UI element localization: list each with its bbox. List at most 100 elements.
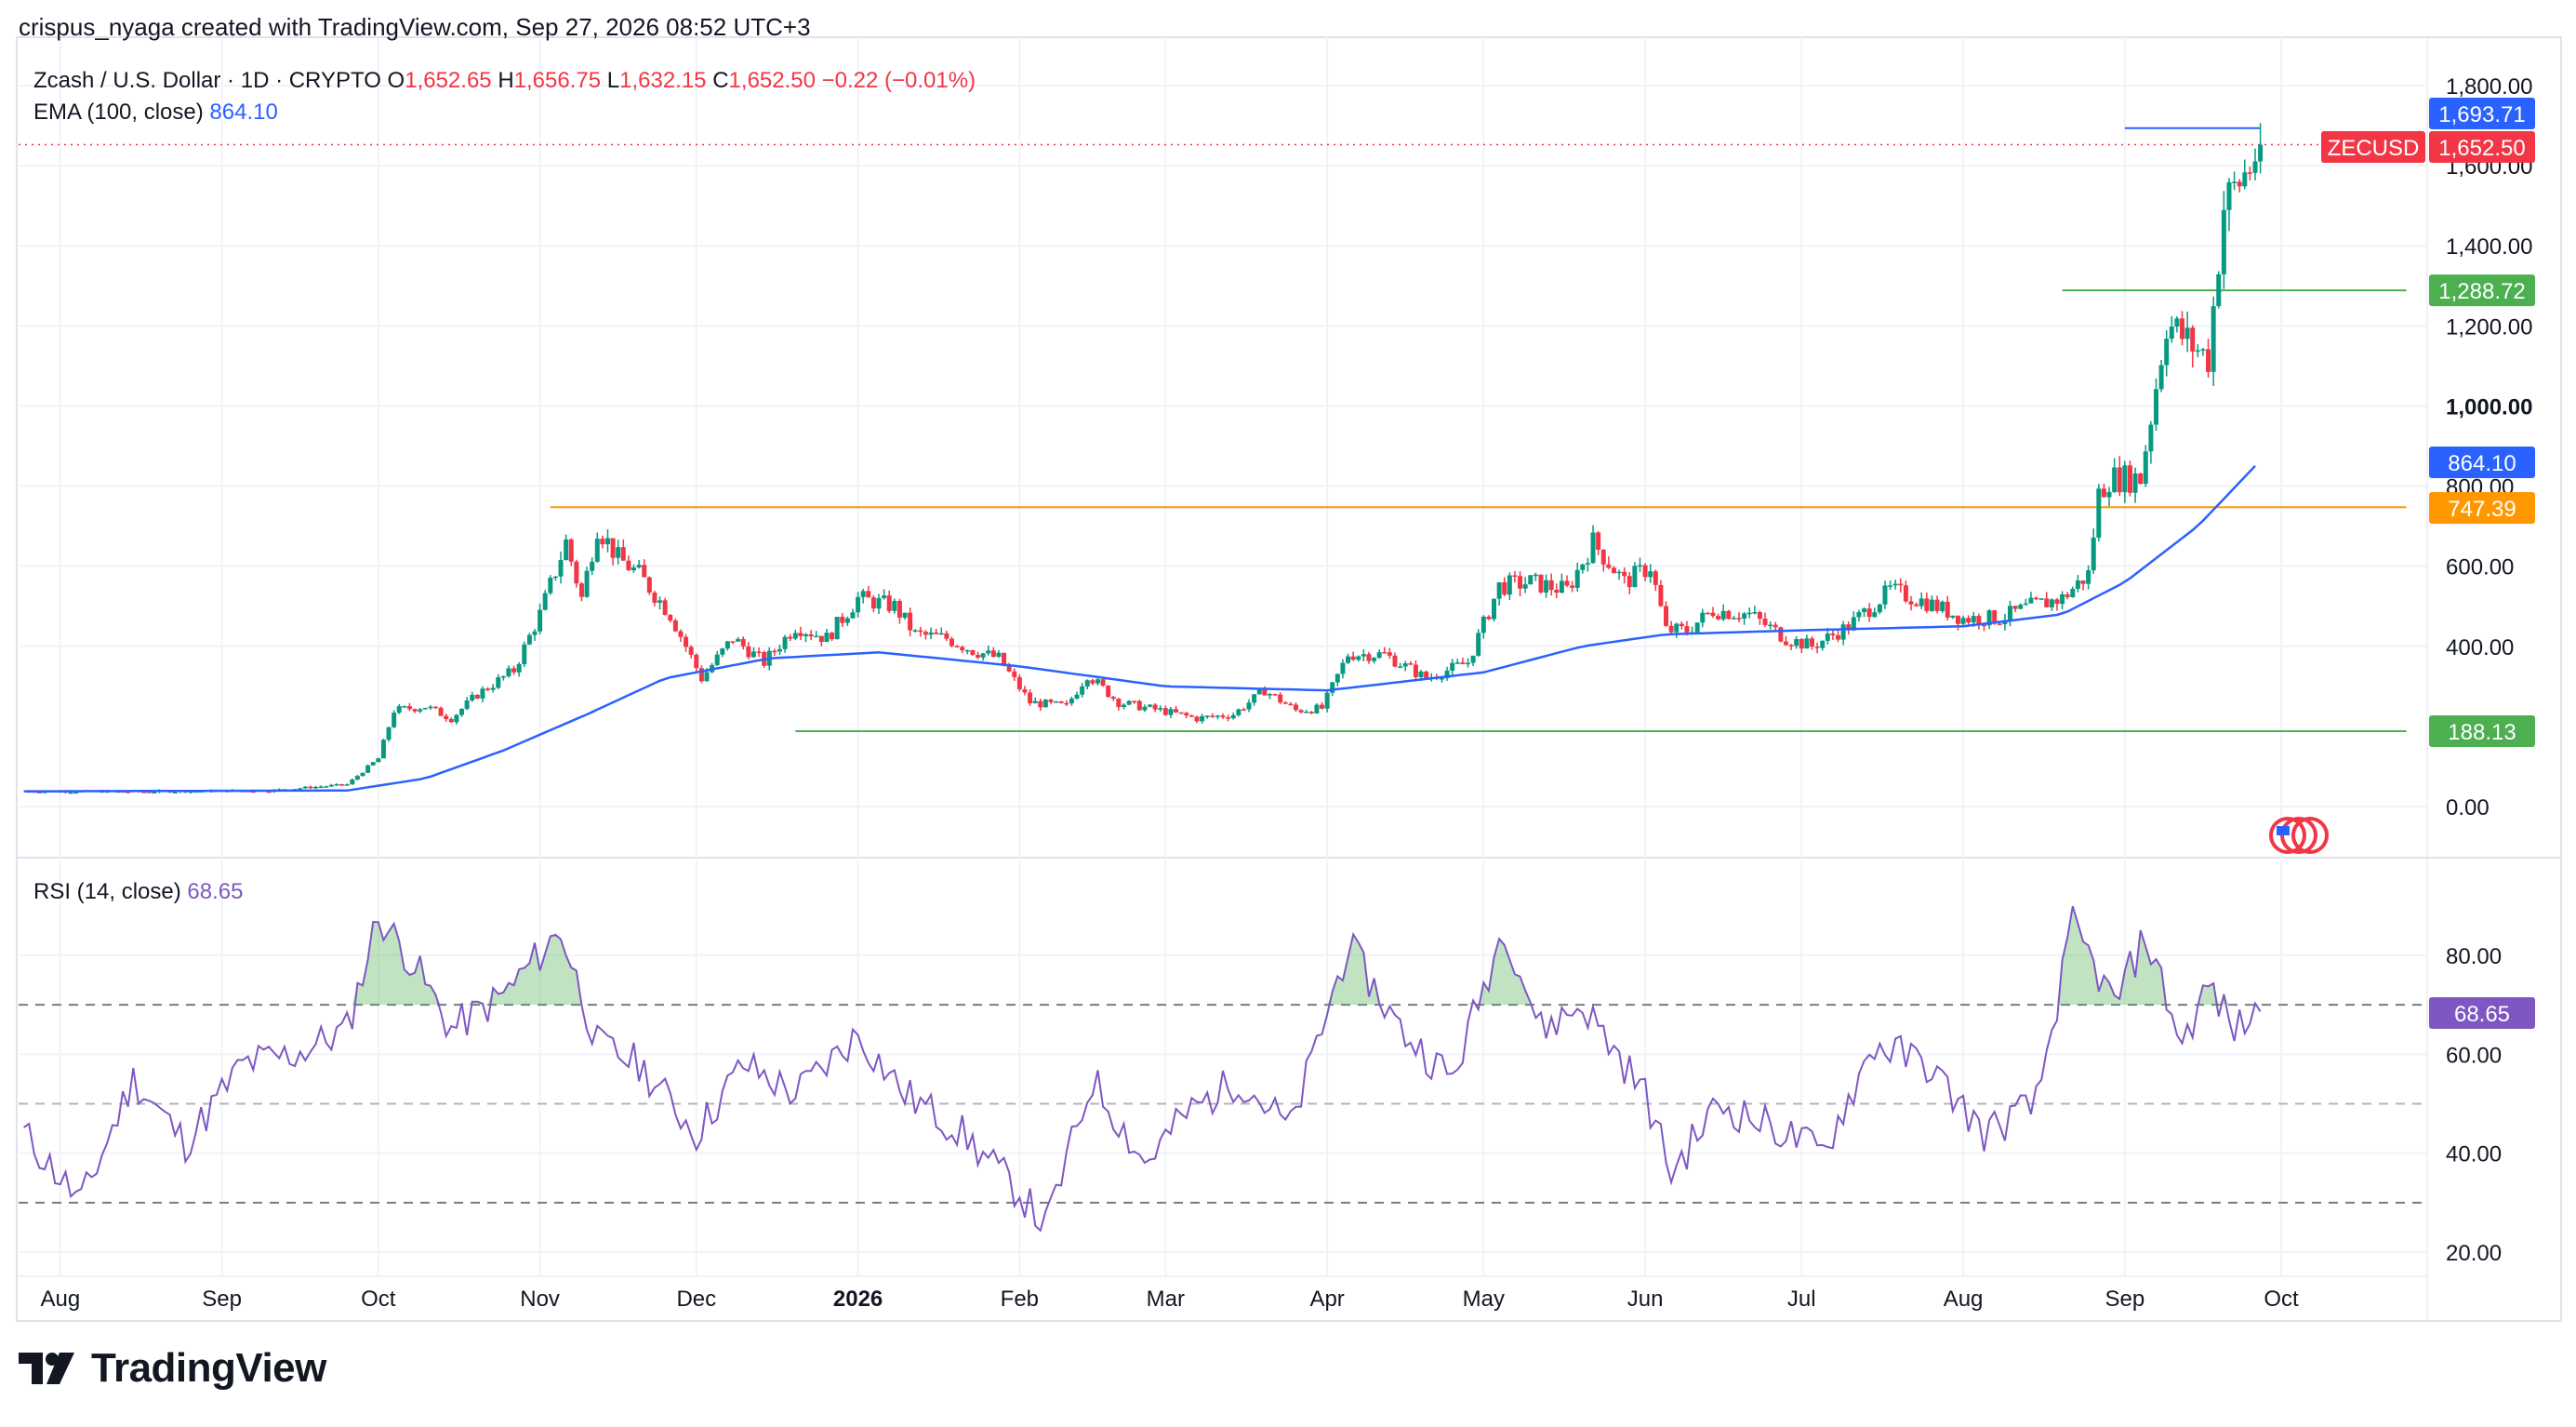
- candle-body: [365, 765, 371, 773]
- candle-body: [1356, 656, 1361, 660]
- candle-body: [480, 688, 485, 699]
- candle-body: [1278, 694, 1283, 703]
- price-label-box: [2429, 274, 2535, 307]
- candle-body: [860, 591, 866, 597]
- time-tick-label: Feb: [1001, 1287, 1039, 1312]
- candle-body: [1632, 566, 1638, 588]
- candle-body: [1757, 612, 1762, 620]
- candle-body: [1950, 615, 1956, 618]
- candle-body: [1382, 652, 1388, 654]
- candle-body: [1898, 583, 1904, 586]
- candle-body: [2206, 349, 2211, 372]
- candle-body: [334, 783, 339, 786]
- candle-body: [2018, 605, 2024, 609]
- candle-body: [1366, 654, 1372, 661]
- symbol-tag: [2321, 131, 2425, 163]
- candle-body: [73, 792, 79, 794]
- candle-body: [1241, 709, 1246, 712]
- candle-body: [1637, 565, 1642, 567]
- candle-body: [631, 567, 637, 571]
- price-label-box: [2429, 98, 2535, 129]
- candle-body: [1538, 574, 1544, 593]
- candle-body: [1012, 671, 1017, 677]
- candle-body: [1778, 627, 1784, 642]
- candle-body: [454, 714, 459, 723]
- candle-body: [1095, 679, 1100, 684]
- candle-body: [1158, 708, 1163, 710]
- candle-body: [1528, 575, 1534, 585]
- candle-body: [141, 792, 147, 794]
- candle-body: [1148, 704, 1153, 707]
- tradingview-logo[interactable]: TradingView: [19, 1345, 326, 1392]
- candle-body: [2091, 537, 2096, 571]
- candle-body: [1220, 715, 1226, 718]
- price-tick-label: 1,800.00: [2446, 74, 2532, 100]
- candle-body: [1267, 694, 1272, 696]
- candle-body: [1840, 624, 1846, 640]
- tradingview-logo-icon: [19, 1353, 74, 1384]
- price-tick-label: 1,000.00: [2446, 394, 2532, 420]
- candle-body: [1350, 656, 1356, 660]
- time-tick-label: Nov: [520, 1287, 560, 1312]
- candle-body: [485, 688, 491, 690]
- candle-body: [1570, 585, 1575, 588]
- candle-body: [1674, 623, 1680, 633]
- candle-body: [360, 772, 365, 777]
- candle-body: [1272, 694, 1278, 696]
- candle-body: [1204, 715, 1210, 717]
- candle-body: [1246, 702, 1252, 710]
- price-label-box: [2429, 447, 2535, 478]
- candle-body: [803, 633, 809, 636]
- candle-body: [1226, 717, 1231, 719]
- candle-body: [1585, 563, 1590, 565]
- candle-body: [250, 791, 256, 794]
- candle-body: [886, 595, 892, 611]
- candle-body: [1346, 656, 1351, 663]
- candle-body: [724, 641, 730, 649]
- candle-body: [1376, 652, 1382, 659]
- candle-body: [1679, 623, 1684, 627]
- candle-body: [1627, 576, 1632, 588]
- candle-body: [1304, 712, 1309, 714]
- candle-body: [172, 792, 178, 794]
- candle-body: [923, 632, 928, 635]
- candle-body: [578, 583, 584, 597]
- candle-body: [2122, 465, 2128, 493]
- candle-body: [313, 786, 319, 789]
- candle-body: [964, 649, 970, 652]
- candle-body: [1330, 682, 1335, 693]
- candle-body: [2252, 161, 2258, 173]
- candle-body: [1934, 599, 1940, 611]
- candle-body: [1006, 665, 1012, 672]
- candle-body: [1398, 666, 1403, 668]
- candle-body: [1481, 616, 1486, 633]
- candle-body: [2086, 570, 2091, 584]
- candle-body: [1236, 709, 1242, 715]
- candle-body: [2190, 327, 2196, 352]
- candle-body: [616, 547, 621, 558]
- candle-body: [1736, 618, 1742, 620]
- candle-body: [944, 633, 949, 639]
- candle-body: [1288, 703, 1294, 706]
- candle-body: [2117, 467, 2122, 493]
- candle-body: [840, 617, 845, 623]
- candle-body: [339, 783, 345, 786]
- candle-body: [2054, 599, 2060, 605]
- candle-body: [1518, 576, 1523, 589]
- candle-body: [2242, 172, 2248, 187]
- candle-body: [1664, 606, 1669, 626]
- candle-body: [792, 633, 798, 639]
- candle-body: [1162, 708, 1168, 715]
- candle-body: [1470, 655, 1476, 663]
- candle-body: [750, 651, 756, 658]
- candle-body: [704, 672, 710, 682]
- candle-body: [1892, 583, 1898, 586]
- candle-body: [1788, 645, 1794, 647]
- candle-body: [2232, 181, 2237, 183]
- candle-body: [688, 647, 694, 655]
- candle-body: [1966, 618, 1972, 623]
- candle-body: [328, 784, 334, 787]
- candle-body: [1392, 655, 1398, 667]
- candle-body: [1460, 662, 1466, 665]
- candle-body: [2184, 327, 2190, 340]
